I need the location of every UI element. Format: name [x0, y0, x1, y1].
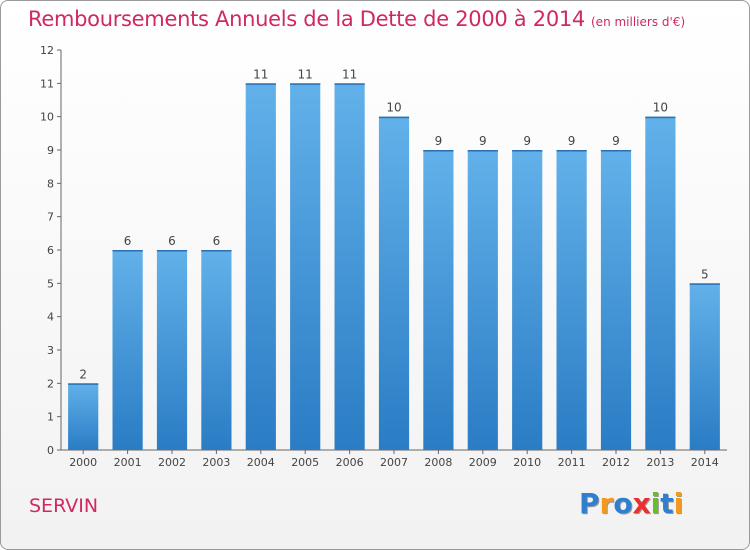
data-label: 9: [568, 134, 576, 148]
logo-letter: P: [579, 487, 600, 520]
x-tick-label: 2014: [691, 456, 719, 469]
logo-letter: o: [613, 487, 633, 520]
x-tick-label: 2000: [69, 456, 97, 469]
bar-top-edge: [112, 250, 143, 252]
bar: [467, 150, 498, 450]
x-tick-label: 2005: [291, 456, 319, 469]
data-label: 11: [253, 67, 268, 81]
logo-letter: t: [660, 487, 674, 520]
bar: [645, 116, 676, 451]
data-label: 10: [386, 101, 401, 115]
bar-top-edge: [378, 116, 410, 119]
bar: [245, 83, 276, 450]
bar-top-edge: [423, 150, 454, 152]
bar-top-edge: [68, 383, 99, 385]
bar-top-edge: [201, 250, 232, 252]
x-tick-label: 2009: [469, 456, 497, 469]
bar: [201, 250, 232, 450]
y-tick-label: 8: [47, 177, 54, 190]
data-label: 11: [342, 67, 357, 81]
bar: [112, 250, 143, 450]
bar-top-edge: [156, 250, 188, 252]
chart-title: Remboursements Annuels de la Dette de 20…: [28, 7, 685, 31]
y-tick-label: 4: [47, 311, 54, 324]
bar: [512, 150, 543, 450]
bar: [423, 150, 454, 450]
y-tick-label: 2: [47, 377, 54, 390]
bar: [290, 83, 321, 450]
x-tick-label: 2011: [558, 456, 586, 469]
x-tick-label: 2007: [380, 456, 408, 469]
x-tick-label: 2013: [646, 456, 674, 469]
proxiti-logo[interactable]: Proxiti: [579, 487, 683, 520]
x-tick-label: 2003: [202, 456, 230, 469]
bar: [68, 383, 99, 450]
y-tick-label: 7: [47, 211, 54, 224]
y-tick-label: 5: [47, 277, 54, 290]
y-tick-label: 12: [40, 44, 54, 57]
bar-top-edge: [245, 83, 276, 85]
data-label: 6: [124, 234, 132, 248]
logo-letter: x: [632, 487, 651, 520]
data-label: 6: [213, 234, 221, 248]
x-tick-label: 2012: [602, 456, 630, 469]
y-tick-label: 3: [47, 344, 54, 357]
y-tick-label: 1: [47, 411, 54, 424]
y-tick-label: 0: [47, 444, 54, 457]
bar-top-edge: [334, 83, 365, 85]
bar-top-edge: [645, 116, 676, 119]
bar-top-edge: [600, 150, 632, 152]
data-label: 9: [612, 134, 620, 148]
bar-top-edge: [290, 83, 321, 85]
bar: [689, 283, 720, 450]
data-label: 9: [523, 134, 531, 148]
logo-letter: i: [673, 487, 684, 520]
title-text: Remboursements Annuels de la Dette de 20…: [28, 7, 585, 31]
x-tick-label: 2004: [247, 456, 275, 469]
bar: [378, 116, 410, 451]
data-label: 5: [701, 267, 709, 281]
x-tick-label: 2006: [336, 456, 364, 469]
data-label: 9: [479, 134, 487, 148]
x-tick-label: 2002: [158, 456, 186, 469]
logo-letter: i: [650, 487, 661, 520]
x-tick-label: 2008: [424, 456, 452, 469]
y-tick-label: 11: [40, 77, 54, 90]
bar-top-edge: [689, 283, 720, 285]
logo-letter: r: [599, 487, 614, 520]
bar-top-edge: [512, 150, 543, 152]
bar: [156, 250, 188, 450]
data-label: 11: [298, 67, 313, 81]
data-label: 9: [435, 134, 443, 148]
bar: [334, 83, 365, 450]
bar-top-edge: [556, 150, 587, 152]
title-unit: (en milliers d'€): [591, 15, 686, 29]
bar: [600, 150, 632, 450]
data-label: 6: [168, 234, 176, 248]
y-tick-label: 9: [47, 144, 54, 157]
y-tick-label: 10: [40, 111, 54, 124]
x-tick-label: 2010: [513, 456, 541, 469]
data-label: 10: [653, 101, 668, 115]
bar: [556, 150, 587, 450]
y-tick-label: 6: [47, 244, 54, 257]
city-name: SERVIN: [29, 495, 99, 517]
data-label: 2: [79, 367, 87, 381]
bar-top-edge: [467, 150, 498, 152]
x-tick-label: 2001: [114, 456, 142, 469]
